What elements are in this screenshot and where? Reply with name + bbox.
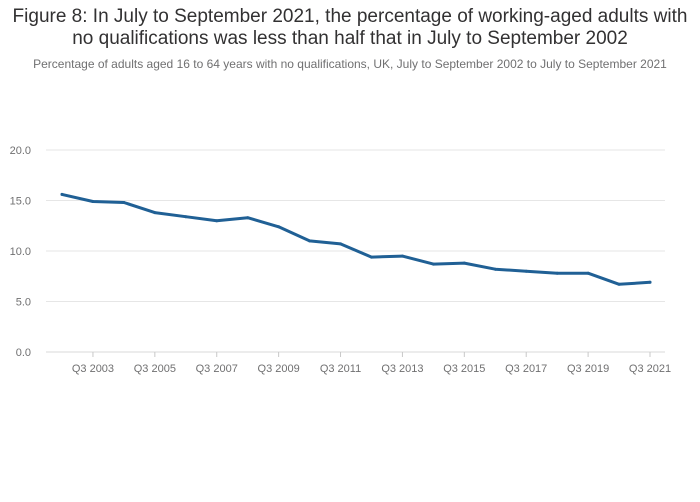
chart-title: Figure 8: In July to September 2021, the… (12, 6, 688, 49)
data-point (462, 261, 466, 265)
data-point (586, 271, 590, 275)
chart-subtitle: Percentage of adults aged 16 to 64 years… (33, 57, 667, 71)
series-layer (60, 192, 652, 286)
y-tick-label: 15.0 (10, 196, 31, 208)
x-tick-label: Q3 2021 (629, 363, 671, 375)
data-point (431, 262, 435, 266)
y-tick-label: 0.0 (16, 347, 31, 359)
data-point (555, 271, 559, 275)
y-tick-label: 20.0 (10, 145, 31, 157)
data-point (400, 254, 404, 258)
data-point (153, 211, 157, 215)
data-point (648, 280, 652, 284)
x-tick-label: Q3 2017 (505, 363, 547, 375)
data-point (246, 216, 250, 220)
x-tick-label: Q3 2005 (134, 363, 176, 375)
gridlines (46, 149, 665, 353)
x-tick-label: Q3 2009 (258, 363, 300, 375)
x-tick-label: Q3 2019 (567, 363, 609, 375)
data-point (91, 200, 95, 203)
data-point (122, 201, 126, 204)
data-point (524, 269, 528, 273)
y-axis: 0.0 5.0 10.0 15.0 20.0 (10, 145, 31, 359)
data-point (215, 219, 219, 223)
data-point (493, 267, 497, 271)
data-point (339, 242, 342, 246)
data-point (617, 282, 621, 286)
x-tick-label: Q3 2011 (320, 363, 361, 375)
x-tick-label: Q3 2007 (196, 363, 238, 375)
data-point (60, 192, 64, 196)
data-point (370, 255, 373, 259)
x-tick-label: Q3 2013 (381, 363, 423, 375)
data-point (277, 225, 281, 229)
y-tick-label: 5.0 (16, 297, 31, 309)
data-point (184, 215, 188, 219)
data-point (308, 239, 312, 243)
x-tick-label: Q3 2015 (443, 363, 485, 375)
series-line (60, 192, 652, 286)
x-tick-label: Q3 2003 (72, 363, 114, 375)
x-axis: Q3 2003 Q3 2005 Q3 2007 Q3 2009 Q3 2011 Q3 20… (72, 352, 671, 375)
y-tick-label: 10.0 (10, 246, 31, 258)
